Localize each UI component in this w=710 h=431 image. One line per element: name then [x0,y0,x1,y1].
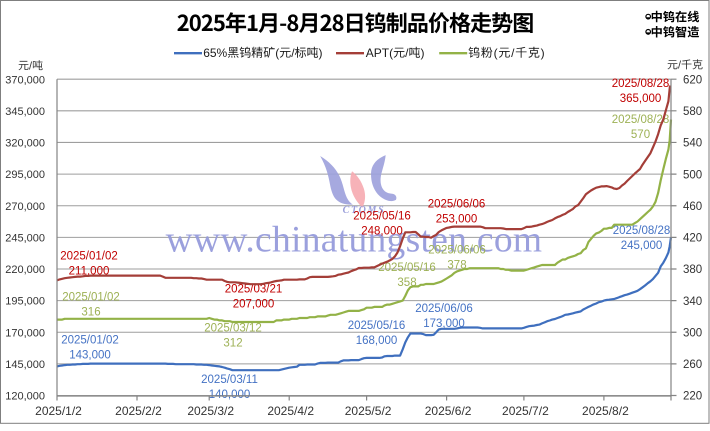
svg-text:220: 220 [683,391,702,403]
svg-text:2025/01/02: 2025/01/02 [60,250,118,262]
svg-text:270,000: 270,000 [5,201,45,213]
svg-text:2025/01/02: 2025/01/02 [62,292,120,304]
svg-text:173,000: 173,000 [423,318,465,330]
svg-text:2025/03/11: 2025/03/11 [201,374,258,386]
svg-text:2025/05/16: 2025/05/16 [353,211,411,223]
svg-text:www.chinatungsten.com: www.chinatungsten.com [166,220,543,261]
svg-text:220,000: 220,000 [5,264,45,276]
svg-text:2025/05/16: 2025/05/16 [378,262,436,274]
svg-text:145,000: 145,000 [5,359,45,371]
svg-text:2025/01/02: 2025/01/02 [61,335,119,347]
svg-text:2025/06/06: 2025/06/06 [415,303,473,315]
svg-text:2025/5/2: 2025/5/2 [345,404,392,418]
svg-text:245,000: 245,000 [5,233,45,245]
svg-text:(: ( [275,46,279,60]
svg-text:/: / [405,46,409,60]
svg-text:2025/4/2: 2025/4/2 [267,404,314,418]
svg-text:2025/7/2: 2025/7/2 [502,404,549,418]
svg-text:2025/03/21: 2025/03/21 [225,284,283,296]
svg-text:/: / [678,60,682,72]
svg-text:370,000: 370,000 [5,74,45,86]
svg-text:2025/8/2: 2025/8/2 [582,404,629,418]
svg-text:207,000: 207,000 [233,299,275,311]
svg-text:): ) [541,46,545,60]
svg-text:345,000: 345,000 [5,106,45,118]
svg-text:2025/06/06: 2025/06/06 [428,199,486,211]
svg-text:CTOMS: CTOMS [343,205,386,216]
svg-text:253,000: 253,000 [436,214,478,226]
svg-text:168,000: 168,000 [356,335,398,347]
svg-text:/: / [29,60,33,72]
svg-text:540: 540 [683,138,702,150]
svg-text:248,000: 248,000 [361,226,403,238]
svg-text:460: 460 [683,201,702,213]
svg-text:295,000: 295,000 [5,169,45,181]
svg-text:/: / [511,46,515,60]
svg-text:2025/6/2: 2025/6/2 [425,404,472,418]
svg-text:365,000: 365,000 [620,93,662,105]
svg-text:320,000: 320,000 [5,138,45,150]
svg-text:140,000: 140,000 [209,389,251,401]
svg-text:500: 500 [683,169,702,181]
svg-text:300: 300 [683,327,702,339]
svg-text:2025/05/16: 2025/05/16 [348,320,406,332]
svg-text:2025/08/28: 2025/08/28 [612,78,670,90]
svg-text:2025/3/2: 2025/3/2 [187,404,234,418]
svg-text:): ) [420,46,424,60]
svg-text:620: 620 [683,74,702,86]
svg-text:260: 260 [683,359,702,371]
svg-text:2025/08/28: 2025/08/28 [613,225,671,237]
svg-text:380: 380 [683,264,702,276]
svg-text:(: ( [494,46,498,60]
svg-text:120,000: 120,000 [5,391,45,403]
svg-text:143,000: 143,000 [69,350,111,362]
svg-text:420: 420 [683,233,702,245]
svg-text:312: 312 [223,338,242,350]
svg-text:340: 340 [683,296,702,308]
svg-text:2025/2/2: 2025/2/2 [115,404,162,418]
svg-text:378: 378 [447,260,466,272]
svg-text:/: / [291,46,295,60]
svg-text:170,000: 170,000 [5,327,45,339]
svg-text:245,000: 245,000 [621,240,663,252]
svg-text:): ) [319,46,323,60]
svg-text:580: 580 [683,106,702,118]
svg-text:2025/06/06: 2025/06/06 [428,245,486,257]
svg-text:211,000: 211,000 [69,265,110,277]
svg-text:316: 316 [81,307,100,319]
svg-text:65%: 65% [203,46,227,60]
svg-text:2025/03/12: 2025/03/12 [204,323,262,335]
svg-text:570: 570 [631,129,650,141]
svg-text:2025/1/2: 2025/1/2 [35,404,82,418]
svg-text:195,000: 195,000 [5,296,45,308]
svg-text:APT(: APT( [366,46,393,60]
svg-text:2025/08/28: 2025/08/28 [612,114,670,126]
